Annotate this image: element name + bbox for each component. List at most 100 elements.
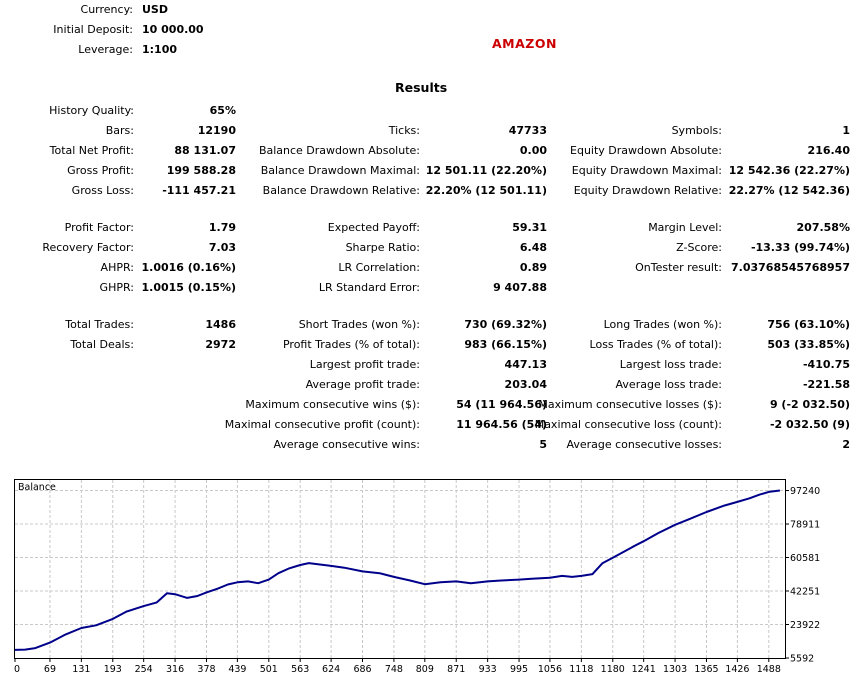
col2-value-3: 22.20% (12 501.11) xyxy=(425,184,547,197)
x-tick-label-10: 624 xyxy=(322,664,340,675)
currency-value: USD xyxy=(142,3,168,16)
col1-label-0: History Quality: xyxy=(49,104,134,117)
x-tick-label-21: 1303 xyxy=(663,664,687,675)
col1-value-4: -111 457.21 xyxy=(162,184,236,197)
col1-value-3: 199 588.28 xyxy=(166,164,236,177)
x-tick-label-18: 1118 xyxy=(569,664,593,675)
col1-value-9: 1486 xyxy=(205,318,236,331)
col1-label-1: Bars: xyxy=(105,124,134,137)
col2-label-6: LR Correlation: xyxy=(338,261,420,274)
col1-label-10: Total Deals: xyxy=(70,338,134,351)
x-tick-label-4: 254 xyxy=(135,664,153,675)
symbol-title: AMAZON xyxy=(492,36,557,51)
y-tick-label-2: 42251 xyxy=(790,587,820,598)
col2-label-3: Balance Drawdown Relative: xyxy=(262,184,420,197)
col2-label-2: Balance Drawdown Maximal: xyxy=(260,164,420,177)
col3-value-4: 207.58% xyxy=(796,221,850,234)
x-tick-label-14: 871 xyxy=(447,664,465,675)
col3-value-0: 1 xyxy=(842,124,850,137)
col2-value-10: 447.13 xyxy=(504,358,547,371)
x-tick-label-8: 501 xyxy=(260,664,278,675)
col1-label-7: AHPR: xyxy=(100,261,134,274)
y-tick-label-1: 23922 xyxy=(790,620,820,631)
col3-label-5: Z-Score: xyxy=(676,241,722,254)
col3-label-2: Equity Drawdown Maximal: xyxy=(571,164,722,177)
x-tick-label-23: 1426 xyxy=(725,664,749,675)
col2-label-12: Maximum consecutive wins ($): xyxy=(245,398,420,411)
x-tick-label-7: 439 xyxy=(228,664,246,675)
x-tick-label-6: 378 xyxy=(197,664,215,675)
col1-value-2: 88 131.07 xyxy=(174,144,236,157)
plot-frame xyxy=(14,479,786,659)
col2-value-2: 12 501.11 (22.20%) xyxy=(425,164,547,177)
balance-chart: Balance 5592 23922 42251 60581 78911 97240 0 6… xyxy=(0,470,866,682)
col2-value-6: 0.89 xyxy=(519,261,547,274)
col1-value-5: 1.79 xyxy=(208,221,236,234)
x-tick-label-20: 1241 xyxy=(632,664,656,675)
col2-label-13: Maximal consecutive profit (count): xyxy=(224,418,420,431)
results-title: Results xyxy=(395,80,448,95)
col1-label-2: Total Net Profit: xyxy=(49,144,134,157)
col3-label-8: Loss Trades (% of total): xyxy=(589,338,722,351)
x-tick-label-2: 131 xyxy=(72,664,90,675)
x-axis-ticks: 0 69 131 193 254 316 378 439 501 563 624 686 748 809 8… xyxy=(14,658,781,675)
leverage-value: 1:100 xyxy=(142,43,178,56)
x-tick-label-15: 933 xyxy=(479,664,497,675)
col3-value-3: 22.27% (12 542.36) xyxy=(728,184,850,197)
col3-value-2: 12 542.36 (22.27%) xyxy=(728,164,850,177)
x-tick-label-0: 0 xyxy=(14,664,20,675)
col2-value-14: 5 xyxy=(539,438,547,451)
col2-label-8: Short Trades (won %): xyxy=(298,318,420,331)
col2-label-1: Balance Drawdown Absolute: xyxy=(258,144,420,157)
col2-label-11: Average profit trade: xyxy=(305,378,420,391)
grid-lines xyxy=(15,480,785,658)
y-tick-label-5: 97240 xyxy=(790,486,820,497)
initial-deposit-label: Initial Deposit: xyxy=(53,23,133,36)
col1-value-7: 1.0016 (0.16%) xyxy=(141,261,237,274)
col2-value-12: 54 (11 964.56) xyxy=(456,398,547,411)
x-tick-label-11: 686 xyxy=(353,664,371,675)
col2-label-7: LR Standard Error: xyxy=(318,281,420,294)
col1-value-6: 7.03 xyxy=(208,241,236,254)
col3-value-13: 2 xyxy=(842,438,850,451)
series-layer xyxy=(14,489,781,651)
col3-label-13: Average consecutive losses: xyxy=(566,438,722,451)
col1-value-0: 65% xyxy=(209,104,236,117)
x-tick-label-1: 69 xyxy=(44,664,56,675)
col1-label-9: Total Trades: xyxy=(65,318,134,331)
col3-value-5: -13.33 (99.74%) xyxy=(750,241,850,254)
col3-label-4: Margin Level: xyxy=(648,221,722,234)
x-tick-label-19: 1180 xyxy=(601,664,625,675)
currency-label: Currency: xyxy=(80,3,133,16)
x-tick-label-5: 316 xyxy=(166,664,184,675)
col2-label-4: Expected Payoff: xyxy=(327,221,420,234)
col1-label-6: Recovery Factor: xyxy=(42,241,134,254)
col3-label-1: Equity Drawdown Absolute: xyxy=(570,144,722,157)
col3-value-8: 503 (33.85%) xyxy=(767,338,850,351)
col3-value-6: 7.03768545768957 xyxy=(731,261,850,274)
x-tick-label-17: 1056 xyxy=(538,664,562,675)
col2-label-14: Average consecutive wins: xyxy=(273,438,420,451)
col2-value-0: 47733 xyxy=(508,124,547,137)
chart-title: Balance xyxy=(18,482,56,493)
initial-deposit-value: 10 000.00 xyxy=(142,23,204,36)
col1-label-8: GHPR: xyxy=(99,281,134,294)
col1-label-5: Profit Factor: xyxy=(64,221,134,234)
col2-value-1: 0.00 xyxy=(519,144,547,157)
x-tick-label-16: 995 xyxy=(510,664,528,675)
col3-value-9: -410.75 xyxy=(802,358,850,371)
y-tick-label-4: 78911 xyxy=(790,520,820,531)
col1-value-10: 2972 xyxy=(205,338,236,351)
col3-label-11: Maximum consecutive losses ($): xyxy=(538,398,722,411)
y-axis-ticks: 5592 23922 42251 60581 78911 97240 xyxy=(785,486,820,665)
col3-label-3: Equity Drawdown Relative: xyxy=(573,184,722,197)
col3-label-10: Average loss trade: xyxy=(615,378,722,391)
col3-value-12: -2 032.50 (9) xyxy=(769,418,850,431)
col2-value-8: 730 (69.32%) xyxy=(464,318,547,331)
col3-label-6: OnTester result: xyxy=(635,261,722,274)
col1-value-1: 12190 xyxy=(197,124,236,137)
col3-value-10: -221.58 xyxy=(802,378,850,391)
col2-value-7: 9 407.88 xyxy=(493,281,547,294)
col2-value-5: 6.48 xyxy=(519,241,547,254)
leverage-label: Leverage: xyxy=(78,43,133,56)
